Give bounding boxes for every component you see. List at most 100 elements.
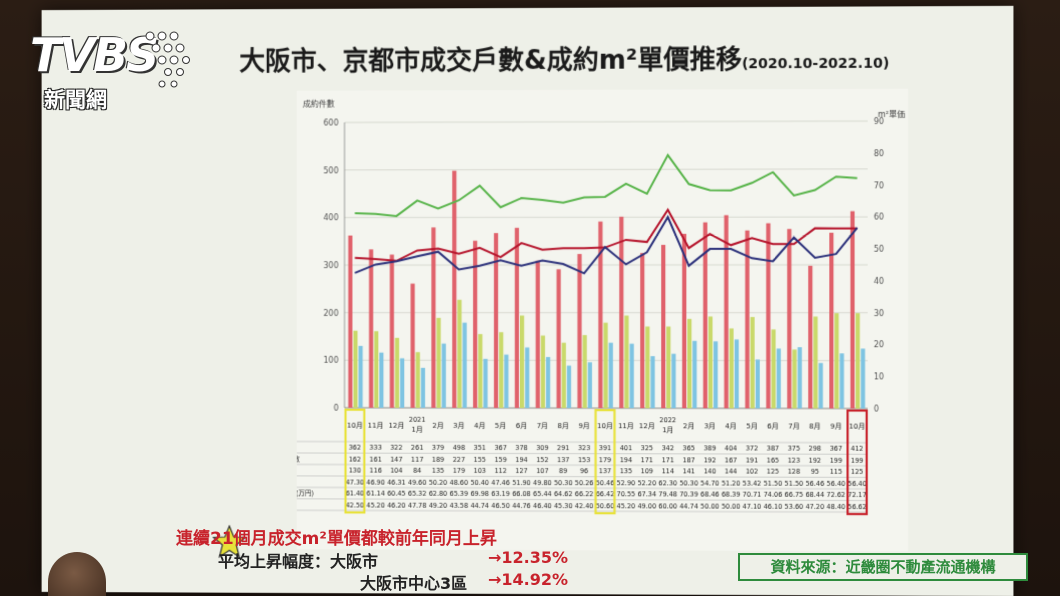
table-cell: 187 [683,456,695,464]
table-cell: 68.46 [701,491,720,499]
table-cell: 227 [453,456,465,464]
table-cell: 50.00 [722,503,741,511]
x-tick-label: 2月 [683,422,695,430]
y-tick-label: 500 [323,166,338,175]
table-cell: 66.42 [596,491,615,499]
bar-3 [629,343,634,409]
table-cell: 147 [390,456,402,464]
bar-2 [499,332,504,409]
table-cell: 137 [599,468,611,476]
bar-3 [692,340,697,409]
bar-3 [421,368,426,409]
x-tick-label: 4月 [725,422,737,430]
bar-2 [855,313,860,409]
table-cell: 47.20 [806,503,825,511]
table-cell: 50.30 [554,479,573,487]
table-cell: 47.78 [408,502,427,510]
bar-1 [432,227,437,409]
table-cell: 46.10 [764,503,783,511]
x-tick-label: 7月 [537,422,548,430]
bar-1 [473,240,478,409]
bar-2 [602,322,607,408]
bar-3 [839,353,844,409]
bar-1 [640,252,645,409]
table-cell: 161 [370,456,382,464]
x-tick-label: 5月 [746,422,758,430]
table-cell: 325 [641,445,653,453]
table-cell: 63.19 [491,490,510,498]
y-tick-label: 400 [323,214,338,223]
table-cell: 50.60 [596,502,615,510]
table-cell: 51.90 [512,479,531,487]
table-cell: 109 [641,468,653,476]
table-cell: 367 [494,444,506,452]
table-cell: 309 [536,445,548,453]
table-cell: 155 [474,456,486,464]
table-cell: 171 [662,456,674,464]
y2-tick-label: 20 [874,341,884,350]
y2-tick-label: 50 [874,245,884,254]
table-cell: 51.50 [764,480,783,488]
table-cell: 68.44 [806,491,825,499]
table-cell: 128 [788,468,801,476]
table-cell: 135 [620,468,632,476]
bar-3 [545,356,550,408]
bar-1 [452,170,457,409]
bar-2 [834,313,839,409]
table-cell: 48.40 [827,503,846,511]
table-cell: 103 [474,467,486,475]
y2-tick-label: 90 [874,117,884,126]
table-cell: 46.50 [491,502,510,510]
table-cell: 62.80 [429,490,448,498]
bar-1 [618,216,623,408]
table-cell: 261 [411,444,423,452]
y-tick-label: 0 [333,404,338,413]
table-cell: 298 [809,445,822,453]
table-cell: 43.58 [450,502,469,510]
table-cell: 140 [704,468,716,476]
table-cell: 56.40 [827,480,846,488]
table-cell: 89 [559,468,567,476]
bar-1 [390,255,395,409]
table-cell: 192 [704,456,716,464]
bar-3 [818,362,823,409]
table-cell: 48.60 [450,479,469,487]
table-cell: 378 [515,444,527,452]
table-cell: 375 [788,445,801,453]
table-cell: 50.40 [470,479,489,487]
table-cell: 49.60 [408,479,427,487]
x-tick-label: 6月 [516,422,527,430]
bar-1 [682,233,687,409]
table-cell: 70.55 [617,491,636,499]
bar-1 [411,284,416,409]
source-box: 資料來源：近畿圈不動產流通機構 [738,553,1028,581]
table-cell: 60.45 [387,490,406,498]
table-cell: 66.75 [785,491,804,499]
table-cell: 66.22 [575,491,594,499]
table-cell: 53.42 [743,480,762,488]
table-cell: 56.62 [848,503,867,511]
bar-1 [514,227,520,409]
bar-2 [437,318,442,409]
x-tick-label: 3月 [704,422,716,430]
table-cell: 342 [662,445,674,453]
table-cell: 66.08 [512,490,531,498]
speaker-head [48,552,106,596]
bar-1 [787,228,792,409]
chart-container: 成約件數 m²單価 0 100 200 300 400 500 600 0 10 20 30 40 50 60… [297,88,909,552]
table-cell: 194 [620,456,632,464]
bar-2 [395,338,400,409]
bar-2 [687,318,692,409]
table-cell: 46.31 [387,479,406,487]
y-tick-label: 600 [323,118,338,127]
table-row-label: 大阪市内中心六区 m²単価(万円) [297,489,314,498]
bar-2 [520,315,525,409]
logo-dots-icon [145,31,190,88]
table-cell: 123 [788,457,801,465]
bar-3 [566,365,571,408]
table-cell: 389 [704,445,716,453]
x-tick-label: 1月 [412,426,423,434]
bar-3 [755,359,760,409]
bar-2 [457,300,463,409]
table-cell: 153 [578,456,590,464]
